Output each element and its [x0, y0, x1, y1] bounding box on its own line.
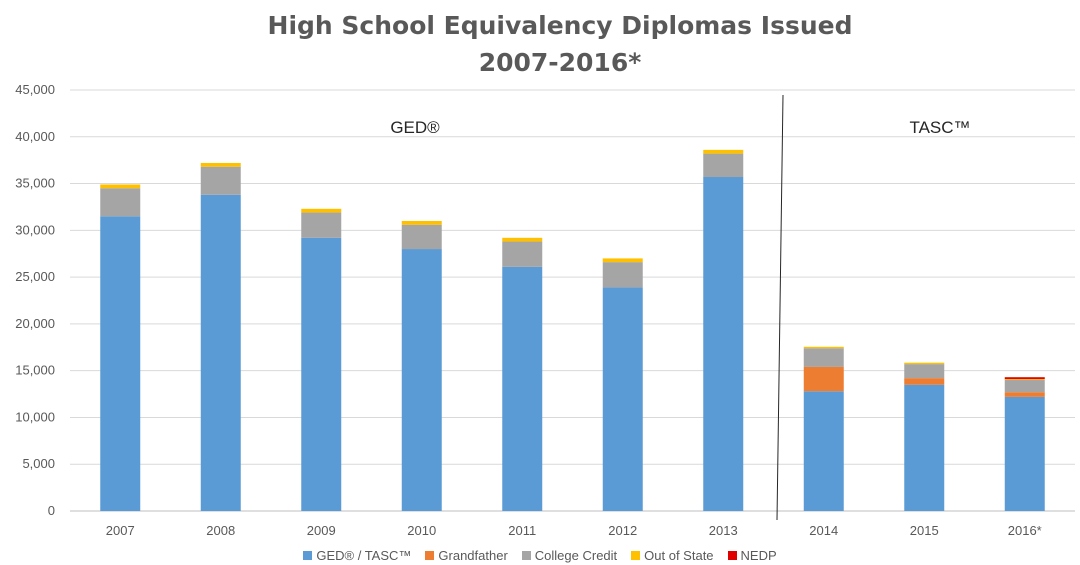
x-tick-label: 2016*: [1008, 523, 1042, 538]
x-tick-label: 2014: [809, 523, 838, 538]
bar-segment: [401, 224, 442, 250]
bar-segment: [1004, 396, 1045, 511]
bar-segment: [100, 216, 141, 512]
x-tick-label: 2008: [206, 523, 235, 538]
chart-legend: GED® / TASC™ Grandfather College Credit Out…: [0, 548, 1080, 563]
bar-segment: [301, 212, 342, 238]
x-tick-label: 2011: [508, 523, 536, 538]
y-tick-label: 5,000: [22, 456, 55, 471]
x-tick-label: 2015: [910, 523, 939, 538]
bar-segment: [904, 378, 945, 385]
bar-segment: [602, 262, 643, 288]
legend-swatch: [727, 551, 737, 560]
chart-title: High School Equivalency Diplomas Issued: [267, 11, 853, 40]
bar-segment: [301, 208, 342, 213]
bar-segment: [401, 220, 442, 225]
x-tick-label: 2010: [407, 523, 436, 538]
era-divider-line: [776, 94, 784, 521]
bar-segment: [1004, 380, 1045, 393]
era-annotation: GED®: [390, 118, 440, 137]
bar-segment: [1004, 377, 1045, 380]
bar-segment: [1004, 392, 1045, 397]
legend-swatch: [521, 551, 531, 560]
legend-item: NEDP: [727, 548, 777, 563]
legend-item: GED® / TASC™: [303, 548, 411, 563]
bar-segment: [803, 366, 844, 392]
y-tick-label: 45,000: [15, 82, 55, 97]
legend-swatch: [425, 551, 435, 560]
x-tick-label: 2012: [608, 523, 637, 538]
legend-swatch: [303, 551, 313, 560]
y-tick-label: 15,000: [15, 363, 55, 378]
bar-segment: [301, 237, 342, 511]
y-tick-label: 25,000: [15, 269, 55, 284]
bar-segment: [602, 287, 643, 511]
y-tick-label: 10,000: [15, 409, 55, 424]
legend-item: College Credit: [521, 548, 618, 563]
legend-swatch: [631, 551, 641, 560]
y-tick-label: 0: [48, 503, 55, 518]
era-annotation: TASC™: [909, 118, 970, 137]
legend-label: NEDP: [740, 548, 777, 563]
bar-segment: [904, 364, 945, 379]
bar-segment: [904, 362, 945, 365]
x-tick-label: 2009: [307, 523, 336, 538]
bar-segment: [502, 237, 543, 242]
bar-segment: [803, 391, 844, 511]
x-tick-label: 2007: [106, 523, 135, 538]
y-tick-label: 35,000: [15, 176, 55, 191]
legend-label: Out of State: [644, 548, 714, 563]
bar-segment: [703, 149, 744, 154]
bar-segment: [703, 177, 744, 512]
legend-item: Grandfather: [425, 548, 508, 563]
bar-segment: [200, 162, 241, 167]
legend-item: Out of State: [631, 548, 714, 563]
bar-segment: [1004, 379, 1045, 381]
legend-label: College Credit: [534, 548, 618, 563]
bar-segment: [401, 249, 442, 512]
bar-segment: [602, 258, 643, 263]
bar-segment: [803, 348, 844, 367]
bar-segment: [803, 346, 844, 349]
y-tick-label: 20,000: [15, 316, 55, 331]
legend-label: GED® / TASC™: [316, 548, 412, 563]
y-tick-label: 30,000: [15, 222, 55, 237]
bar-segment: [200, 194, 241, 511]
legend-label: Grandfather: [438, 548, 508, 563]
chart-subtitle: 2007-2016*: [478, 48, 642, 77]
bar-segment: [502, 266, 543, 511]
bar-segment: [904, 384, 945, 511]
bar-segment: [703, 153, 744, 178]
bar-segment: [100, 184, 141, 189]
x-tick-label: 2013: [709, 523, 738, 538]
y-tick-label: 40,000: [15, 129, 55, 144]
bar-segment: [200, 166, 241, 195]
bar-segment: [100, 188, 141, 217]
bar-segment: [502, 241, 543, 267]
